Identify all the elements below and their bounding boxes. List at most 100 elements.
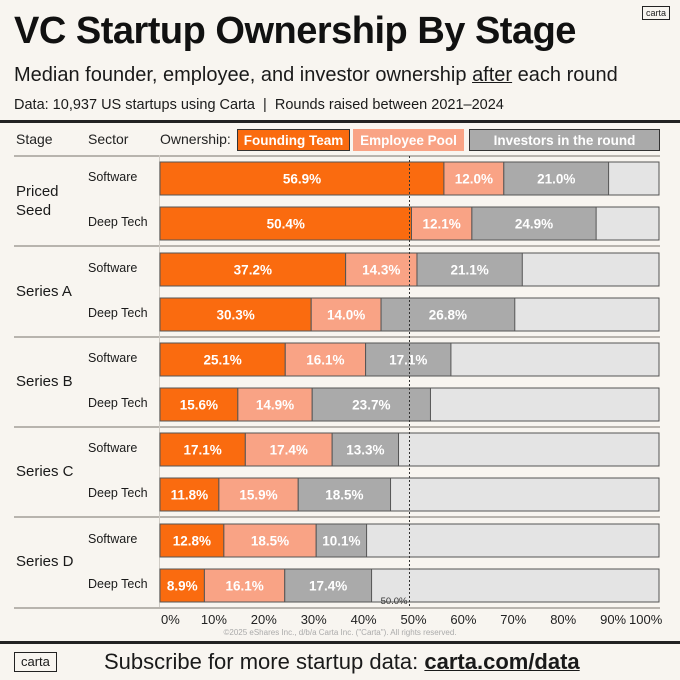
data-label-employee: 16.1% (306, 353, 344, 368)
bar-investors (284, 568, 373, 603)
data-label-employee: 12.1% (423, 217, 461, 232)
data-label-investors: 17.1% (389, 353, 427, 368)
data-label-employee: 14.3% (362, 263, 400, 278)
x-tick-label: 20% (250, 612, 277, 627)
legend-employee-pool: Employee Pool (353, 129, 464, 151)
x-tick-label: 90% (600, 612, 627, 627)
bar-investors (471, 206, 597, 241)
bar-investors (297, 477, 392, 512)
column-header-sector: Sector (88, 131, 129, 147)
sector-label: Deep Tech (88, 486, 148, 500)
carta-logo-bottom: carta (14, 652, 57, 672)
divider (14, 245, 660, 247)
data-label-employee: 12.0% (455, 172, 493, 187)
sector-label: Deep Tech (88, 306, 148, 320)
x-tick-label: 40% (350, 612, 377, 627)
data-label-founding: 25.1% (203, 353, 241, 368)
divider (14, 336, 660, 338)
bar-investors (365, 342, 452, 377)
data-label-investors: 17.4% (309, 579, 347, 594)
data-label-employee: 17.4% (270, 443, 308, 458)
stage-label: Priced Seed (16, 183, 59, 219)
bar-founding (159, 252, 347, 287)
axis-line (159, 155, 160, 607)
sector-label: Software (88, 170, 138, 184)
bar-investors (380, 297, 516, 332)
x-tick-label: 80% (550, 612, 577, 627)
data-label-founding: 37.2% (234, 263, 272, 278)
bar-founding (159, 342, 286, 377)
bar-founding (159, 568, 205, 603)
data-label-founding: 17.1% (184, 443, 222, 458)
subscribe-link[interactable]: carta.com/data (424, 649, 580, 674)
bar-founding (159, 297, 312, 332)
divider (14, 607, 660, 609)
x-tick-label: 100% (629, 612, 663, 627)
chart-subtitle: Median founder, employee, and investor o… (14, 64, 618, 87)
data-label-investors: 23.7% (352, 398, 390, 413)
stage-label: Series A (16, 283, 72, 300)
data-label-investors: 18.5% (325, 488, 363, 503)
x-tick-label: 30% (300, 612, 327, 627)
data-label-investors: 10.1% (322, 534, 360, 549)
bar-founding (159, 206, 412, 241)
data-label-employee: 15.9% (239, 488, 277, 503)
subtitle-before: Median founder, employee, and investor o… (14, 64, 473, 86)
sector-label: Software (88, 532, 138, 546)
bar-investors (416, 252, 523, 287)
data-label-employee: 14.9% (256, 398, 294, 413)
reference-line-label: 50.0% (381, 596, 408, 607)
bar-employee (203, 568, 286, 603)
data-label-founding: 11.8% (171, 488, 209, 503)
sector-label: Software (88, 261, 138, 275)
data-label-investors: 21.0% (537, 172, 575, 187)
bar-employee (310, 297, 382, 332)
x-tick-label: 10% (200, 612, 227, 627)
sector-label: Deep Tech (88, 215, 148, 229)
data-label-investors: 24.9% (515, 217, 553, 232)
bottom-divider (0, 641, 680, 644)
legend-investors: Investors in the round (469, 129, 660, 151)
data-label-founding: 30.3% (216, 308, 254, 323)
data-label-employee: 14.0% (327, 308, 365, 323)
stage-label: Series C (16, 463, 74, 480)
copyright: ©2025 eShares Inc., d/b/a Carta Inc. ("C… (223, 628, 457, 637)
divider (14, 426, 660, 428)
bar-founding (159, 477, 220, 512)
bar-employee (244, 432, 333, 467)
bar-employee (345, 252, 418, 287)
bar-employee (218, 477, 299, 512)
data-label-founding: 15.6% (180, 398, 218, 413)
top-divider (0, 120, 680, 123)
sector-label: Software (88, 351, 138, 365)
data-source-line: Data: 10,937 US startups using Carta | R… (14, 97, 504, 113)
legend-founding-team: Founding Team (237, 129, 350, 151)
x-tick-label: 60% (450, 612, 477, 627)
column-header-ownership: Ownership: (160, 131, 231, 147)
bar-investors (311, 387, 431, 422)
sector-label: Software (88, 441, 138, 455)
data-label-employee: 16.1% (225, 579, 263, 594)
sector-label: Deep Tech (88, 577, 148, 591)
bar-founding (159, 161, 445, 196)
bar-investors (315, 523, 368, 558)
divider (14, 516, 660, 518)
bar-investors (331, 432, 400, 467)
sector-label: Deep Tech (88, 396, 148, 410)
x-tick-label: 50% (400, 612, 427, 627)
bar-founding (159, 523, 225, 558)
bar-founding (159, 432, 246, 467)
data-label-founding: 50.4% (267, 217, 305, 232)
bar-employee (237, 387, 313, 422)
bar-investors (503, 161, 610, 196)
data-label-founding: 8.9% (167, 579, 198, 594)
bar-founding (159, 387, 239, 422)
data-label-investors: 26.8% (429, 308, 467, 323)
x-tick-label: 0% (161, 612, 180, 627)
data-label-investors: 13.3% (346, 443, 384, 458)
subscribe-text: Subscribe for more startup data: (104, 649, 425, 674)
column-header-stage: Stage (16, 131, 53, 147)
data-label-employee: 18.5% (251, 534, 289, 549)
chart-title: VC Startup Ownership By Stage (14, 10, 576, 52)
